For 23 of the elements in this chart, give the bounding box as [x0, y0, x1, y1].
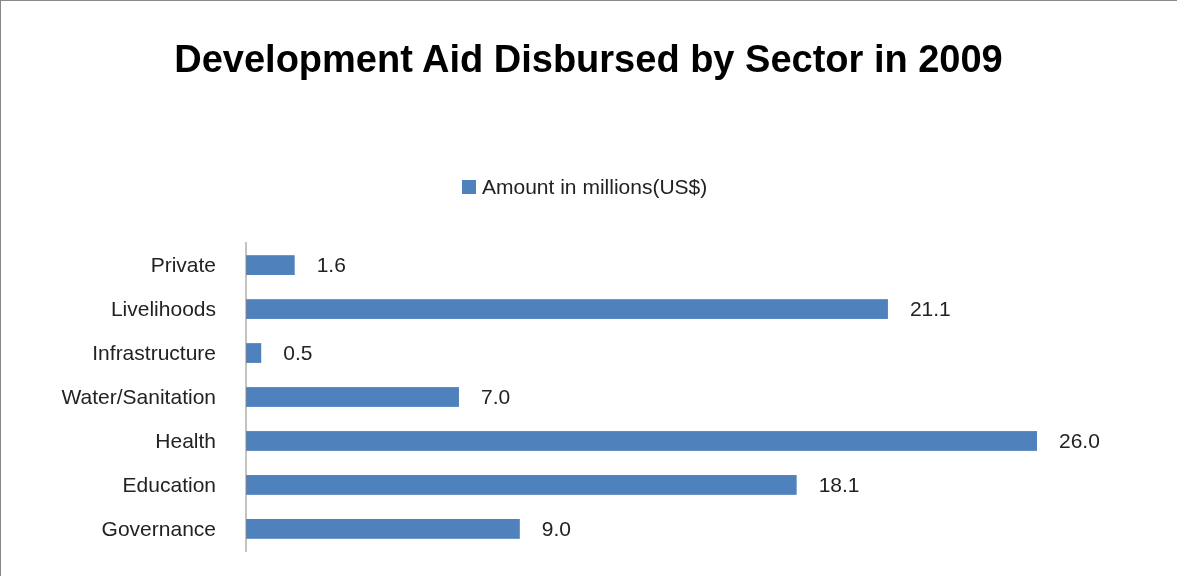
bar	[246, 475, 797, 495]
data-label: 9.0	[541, 517, 572, 541]
y-tick-label: Water/Sanitation	[61, 384, 216, 408]
data-label: 1.6	[316, 253, 346, 277]
data-label: 26.0	[1059, 429, 1100, 453]
y-tick-label: Private	[150, 252, 216, 276]
data-label: 18.1	[818, 473, 860, 497]
chart-title: Development Aid Disbursed by Sector in 2009	[174, 38, 1003, 80]
bar	[246, 343, 262, 363]
y-tick-label: Education	[122, 472, 216, 496]
bar	[246, 431, 1037, 451]
bar	[246, 519, 520, 539]
y-tick-label: Governance	[101, 516, 216, 540]
data-label: 21.1	[909, 297, 951, 321]
bar	[246, 255, 295, 275]
y-tick-label: Infrastructure	[92, 340, 216, 364]
y-tick-label: Livelihoods	[110, 296, 216, 320]
y-tick-label: Health	[155, 428, 216, 452]
bar	[246, 387, 459, 407]
data-label: 7.0	[480, 385, 511, 409]
data-label: 0.5	[283, 341, 313, 365]
bar	[246, 299, 888, 319]
legend-label: Amount in millions(US$)	[482, 175, 708, 199]
